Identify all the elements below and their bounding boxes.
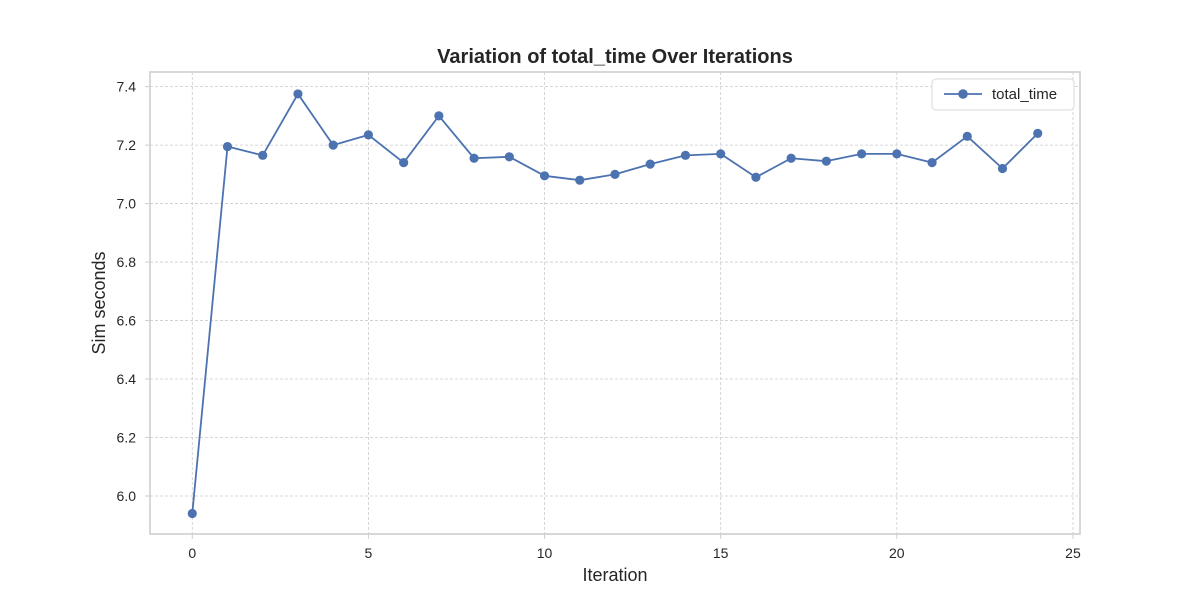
- legend: total_time: [931, 78, 1075, 111]
- data-point: [645, 159, 655, 169]
- series-line-total-time: [191, 93, 1039, 514]
- legend-series-marker: [958, 89, 968, 99]
- tick-labels: 0 5 10 15 20 25 6.0 6.2 6.4 6.6 6.8 7.0 7.2 7.4: [117, 79, 1081, 561]
- y-tick-label: 6.4: [117, 371, 137, 387]
- data-point: [962, 131, 972, 141]
- data-point: [363, 130, 374, 140]
- y-tick-label: 6.2: [117, 430, 137, 446]
- data-point: [258, 150, 268, 160]
- x-tick-label: 10: [537, 545, 553, 561]
- data-point: [716, 149, 726, 159]
- data-point: [751, 172, 761, 182]
- data-point: [786, 153, 796, 163]
- x-tick-label: 25: [1065, 545, 1081, 561]
- data-point: [293, 89, 303, 99]
- data-point: [504, 152, 514, 162]
- data-point: [821, 156, 831, 166]
- x-tick-label: 5: [365, 545, 373, 561]
- chart-title: Variation of total_time Over Iterations: [437, 46, 793, 68]
- y-tick-label: 7.2: [117, 137, 137, 153]
- data-point: [187, 508, 197, 519]
- data-point: [610, 169, 620, 179]
- x-axis-label: Iteration: [582, 565, 647, 585]
- y-tick-label: 6.8: [117, 254, 137, 270]
- y-tick-label: 7.0: [117, 196, 137, 212]
- plot-area-frame: [149, 71, 1081, 535]
- data-point: [575, 175, 585, 185]
- data-point: [856, 149, 867, 159]
- data-point: [892, 149, 902, 159]
- legend-label-total-time: total_time: [992, 86, 1057, 103]
- data-point: [399, 158, 409, 168]
- y-tick-label: 7.4: [117, 79, 137, 95]
- data-point: [434, 111, 444, 121]
- data-point: [328, 140, 338, 150]
- data-point: [927, 158, 937, 168]
- y-tick-label: 6.0: [117, 488, 137, 504]
- data-point: [222, 141, 233, 152]
- data-point: [680, 150, 691, 160]
- data-point: [1033, 128, 1043, 139]
- grid: [150, 72, 1080, 534]
- data-point: [539, 171, 550, 181]
- y-tick-label: 6.6: [117, 313, 137, 329]
- x-tick-label: 0: [188, 545, 196, 561]
- x-tick-label: 15: [713, 545, 729, 561]
- data-point: [997, 163, 1008, 174]
- series-layer: [187, 89, 1043, 519]
- x-tick-label: 20: [889, 545, 905, 561]
- legend-box: [931, 78, 1075, 111]
- y-axis-label: Sim seconds: [89, 251, 109, 354]
- data-point: [469, 153, 479, 163]
